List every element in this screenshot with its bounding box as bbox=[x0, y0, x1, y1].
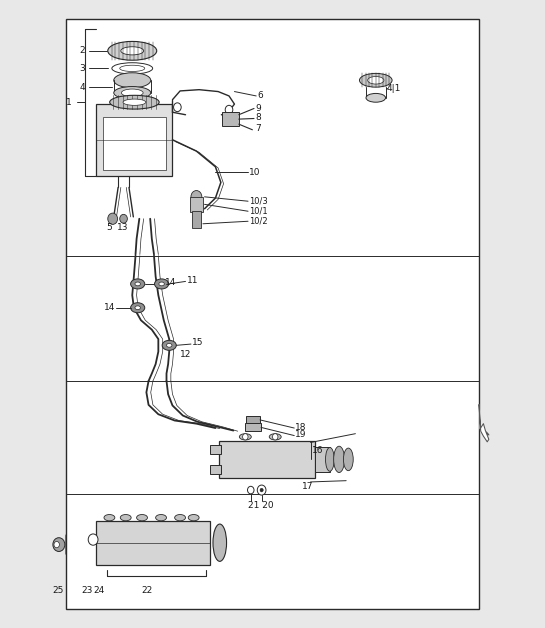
Ellipse shape bbox=[108, 41, 157, 60]
Bar bbox=[314, 447, 330, 472]
Text: 14: 14 bbox=[104, 303, 115, 312]
FancyBboxPatch shape bbox=[66, 534, 95, 555]
Circle shape bbox=[191, 190, 202, 203]
Text: 12: 12 bbox=[180, 350, 191, 359]
Text: 23: 23 bbox=[81, 587, 93, 595]
Ellipse shape bbox=[188, 514, 199, 521]
Text: 7: 7 bbox=[255, 124, 261, 133]
Text: 21 20: 21 20 bbox=[248, 501, 274, 509]
Text: 5: 5 bbox=[106, 223, 112, 232]
Circle shape bbox=[173, 103, 181, 112]
Bar bbox=[190, 197, 203, 212]
Polygon shape bbox=[479, 405, 489, 442]
Ellipse shape bbox=[366, 94, 385, 102]
Ellipse shape bbox=[166, 344, 172, 347]
Ellipse shape bbox=[368, 77, 384, 84]
Circle shape bbox=[243, 434, 248, 440]
Text: 10/2: 10/2 bbox=[249, 216, 268, 225]
Ellipse shape bbox=[110, 95, 159, 109]
Ellipse shape bbox=[269, 434, 281, 440]
Text: 14: 14 bbox=[165, 278, 176, 287]
Text: 10/3: 10/3 bbox=[249, 196, 268, 205]
Text: 19: 19 bbox=[295, 430, 307, 440]
Ellipse shape bbox=[123, 99, 146, 106]
Bar bbox=[96, 104, 172, 176]
Text: 6: 6 bbox=[257, 92, 263, 100]
Text: 24: 24 bbox=[93, 587, 104, 595]
Ellipse shape bbox=[325, 448, 334, 471]
Ellipse shape bbox=[114, 87, 151, 99]
Circle shape bbox=[120, 214, 128, 223]
Bar bbox=[210, 465, 221, 474]
Text: 10/1: 10/1 bbox=[249, 206, 268, 215]
Bar bbox=[210, 445, 221, 454]
Ellipse shape bbox=[131, 279, 145, 289]
Text: 1: 1 bbox=[65, 98, 71, 107]
Bar bbox=[220, 441, 314, 477]
Circle shape bbox=[88, 534, 98, 545]
Text: 8: 8 bbox=[255, 114, 261, 122]
Ellipse shape bbox=[159, 282, 165, 286]
Circle shape bbox=[260, 488, 263, 492]
Ellipse shape bbox=[343, 448, 353, 470]
Text: 22: 22 bbox=[141, 587, 152, 595]
Bar bbox=[245, 423, 261, 431]
Circle shape bbox=[225, 106, 233, 114]
Ellipse shape bbox=[114, 73, 151, 88]
Text: 10: 10 bbox=[249, 168, 261, 177]
Text: 25: 25 bbox=[52, 587, 64, 595]
Ellipse shape bbox=[162, 340, 176, 350]
Text: 9: 9 bbox=[255, 104, 261, 113]
Bar bbox=[96, 521, 210, 565]
Ellipse shape bbox=[334, 447, 344, 472]
Bar bbox=[66, 19, 479, 609]
Circle shape bbox=[257, 485, 266, 495]
Text: 18: 18 bbox=[295, 423, 307, 432]
Ellipse shape bbox=[135, 282, 141, 286]
Ellipse shape bbox=[122, 89, 143, 97]
Text: 17: 17 bbox=[302, 482, 314, 491]
Ellipse shape bbox=[137, 514, 148, 521]
Text: 3: 3 bbox=[79, 64, 85, 73]
Ellipse shape bbox=[54, 541, 59, 548]
Text: 11: 11 bbox=[186, 276, 198, 284]
Ellipse shape bbox=[120, 514, 131, 521]
Text: 4|1: 4|1 bbox=[386, 84, 401, 93]
Ellipse shape bbox=[104, 514, 115, 521]
Ellipse shape bbox=[156, 514, 166, 521]
Ellipse shape bbox=[131, 303, 145, 313]
Text: 4: 4 bbox=[80, 83, 85, 92]
Circle shape bbox=[272, 434, 278, 440]
Bar bbox=[222, 112, 239, 126]
Bar bbox=[246, 416, 260, 423]
Ellipse shape bbox=[174, 514, 185, 521]
Ellipse shape bbox=[53, 538, 65, 551]
Circle shape bbox=[108, 213, 118, 224]
Circle shape bbox=[247, 486, 254, 494]
Text: 16: 16 bbox=[312, 446, 323, 455]
Ellipse shape bbox=[239, 434, 251, 440]
Ellipse shape bbox=[213, 524, 227, 561]
Bar bbox=[191, 210, 201, 228]
Ellipse shape bbox=[135, 306, 141, 310]
Ellipse shape bbox=[360, 73, 392, 87]
Bar bbox=[103, 117, 166, 170]
Ellipse shape bbox=[112, 63, 153, 74]
Ellipse shape bbox=[155, 279, 168, 289]
Ellipse shape bbox=[121, 46, 144, 55]
Text: 2: 2 bbox=[80, 46, 85, 55]
Text: 13: 13 bbox=[117, 223, 129, 232]
Text: 15: 15 bbox=[192, 338, 203, 347]
Ellipse shape bbox=[120, 65, 145, 72]
